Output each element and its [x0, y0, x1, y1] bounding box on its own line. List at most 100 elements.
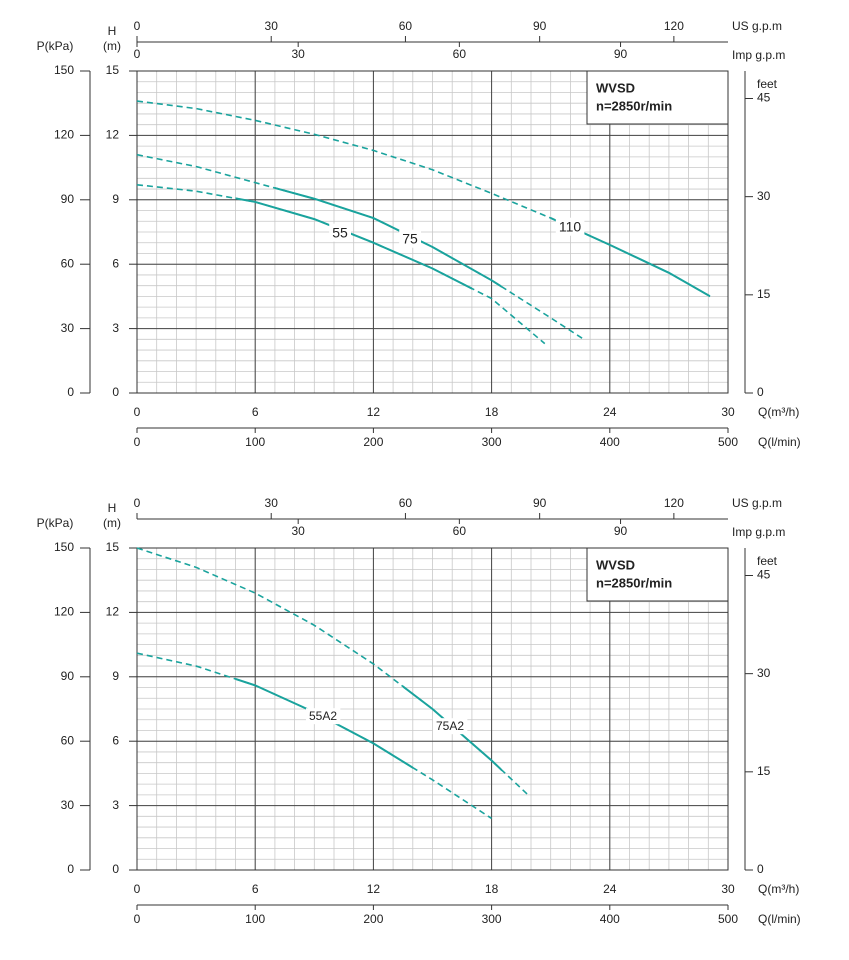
lmin-tick-label: 300 [482, 435, 502, 449]
us-tick-label: 30 [265, 19, 279, 33]
us-tick-label: 90 [533, 19, 547, 33]
kpa-tick-label: 120 [54, 128, 74, 142]
feet-tick-label: 15 [757, 764, 771, 778]
x-tick-label: 24 [603, 405, 617, 419]
y-tick-label: 6 [112, 256, 119, 270]
plot-frame [136, 70, 729, 394]
feet-axis-label: feet [757, 554, 778, 568]
x-tick-label: 12 [367, 882, 381, 896]
us-axis-label: US g.p.m [732, 496, 782, 510]
curve-dashed [136, 100, 711, 298]
curve-label: 55A2 [309, 709, 337, 723]
lmin-tick-label: 200 [363, 435, 383, 449]
feet-tick-label: 45 [757, 91, 771, 105]
x-tick-label: 6 [252, 405, 259, 419]
x-tick-label: 12 [367, 405, 381, 419]
x-tick-label: 30 [721, 882, 735, 896]
feet-tick-label: 45 [757, 568, 771, 582]
curve-dashed [136, 652, 493, 820]
plot-frame [136, 547, 729, 871]
kpa-tick-label: 90 [61, 192, 75, 206]
info-text: WVSD [596, 80, 635, 95]
kpa-tick-label: 120 [54, 605, 74, 619]
y-axis-label: (m) [103, 39, 121, 53]
feet-axis-label: feet [757, 77, 778, 91]
imp-axis-label: Imp g.p.m [732, 48, 785, 62]
x-tick-label: 18 [485, 882, 499, 896]
curve-solid [274, 186, 502, 288]
lmin-tick-label: 400 [600, 912, 620, 926]
imp-tick-label: 60 [453, 47, 467, 61]
info-box [586, 547, 729, 602]
y-tick-label: 12 [106, 605, 120, 619]
feet-tick-label: 0 [757, 862, 764, 876]
lmin-tick-label: 500 [718, 435, 738, 449]
us-tick-label: 0 [134, 19, 141, 33]
y-tick-label: 3 [112, 798, 119, 812]
kpa-axis-label: P(kPa) [37, 516, 74, 530]
us-tick-label: 60 [399, 496, 413, 510]
lmin-tick-label: 200 [363, 912, 383, 926]
us-tick-label: 60 [399, 19, 413, 33]
imp-tick-label: 90 [614, 47, 628, 61]
lmin-tick-label: 100 [245, 435, 265, 449]
curve-label: 75A2 [436, 719, 464, 733]
curve-label-bg [329, 223, 351, 242]
feet-tick-label: 0 [757, 385, 764, 399]
info-text: n=2850r/min [596, 98, 672, 113]
x-tick-label: 30 [721, 405, 735, 419]
curve-label-bg [399, 229, 421, 248]
us-tick-label: 120 [664, 496, 684, 510]
kpa-tick-label: 60 [61, 256, 75, 270]
lmin-tick-label: 500 [718, 912, 738, 926]
curve-dashed [136, 547, 529, 796]
y-tick-label: 3 [112, 321, 119, 335]
kpa-tick-label: 0 [67, 862, 74, 876]
imp-tick-label: 90 [614, 524, 628, 538]
lmin-tick-label: 100 [245, 912, 265, 926]
kpa-tick-label: 0 [67, 385, 74, 399]
imp-tick-label: 30 [292, 47, 306, 61]
y-tick-label: 15 [106, 540, 120, 554]
y-tick-label: 9 [112, 669, 119, 683]
feet-tick-label: 30 [757, 189, 771, 203]
x-axis-label: Q(m³/h) [758, 405, 799, 419]
curve-label-bg [432, 718, 468, 735]
x-axis-label: Q(m³/h) [758, 882, 799, 896]
y-tick-label: 15 [106, 63, 120, 77]
x-tick-label: 6 [252, 882, 259, 896]
x-tick-label: 0 [134, 882, 141, 896]
imp-tick-label: 30 [292, 524, 306, 538]
kpa-tick-label: 60 [61, 733, 75, 747]
y-tick-label: 9 [112, 192, 119, 206]
us-axis-label: US g.p.m [732, 19, 782, 33]
kpa-tick-label: 150 [54, 540, 74, 554]
us-tick-label: 90 [533, 496, 547, 510]
lmin-axis-label: Q(l/min) [758, 435, 801, 449]
us-tick-label: 120 [664, 19, 684, 33]
info-text: n=2850r/min [596, 575, 672, 590]
feet-tick-label: 15 [757, 287, 771, 301]
curve-label: 75 [402, 231, 418, 247]
us-tick-label: 0 [134, 496, 141, 510]
x-tick-label: 0 [134, 405, 141, 419]
y-tick-label: 0 [112, 385, 119, 399]
y-axis-label: H [108, 24, 117, 38]
info-box [586, 70, 729, 125]
y-axis-label: (m) [103, 516, 121, 530]
lmin-tick-label: 400 [600, 435, 620, 449]
curve-label: 110 [559, 219, 582, 235]
curve-label-bg [555, 217, 585, 236]
x-tick-label: 18 [485, 405, 499, 419]
y-axis-label: H [108, 501, 117, 515]
kpa-axis-label: P(kPa) [37, 39, 74, 53]
curve-dashed [136, 153, 583, 339]
kpa-tick-label: 30 [61, 798, 75, 812]
curve-label: 55 [332, 225, 348, 241]
kpa-tick-label: 30 [61, 321, 75, 335]
x-tick-label: 24 [603, 882, 617, 896]
imp-tick-label: 60 [453, 524, 467, 538]
curve-solid [402, 685, 502, 772]
lmin-tick-label: 300 [482, 912, 502, 926]
